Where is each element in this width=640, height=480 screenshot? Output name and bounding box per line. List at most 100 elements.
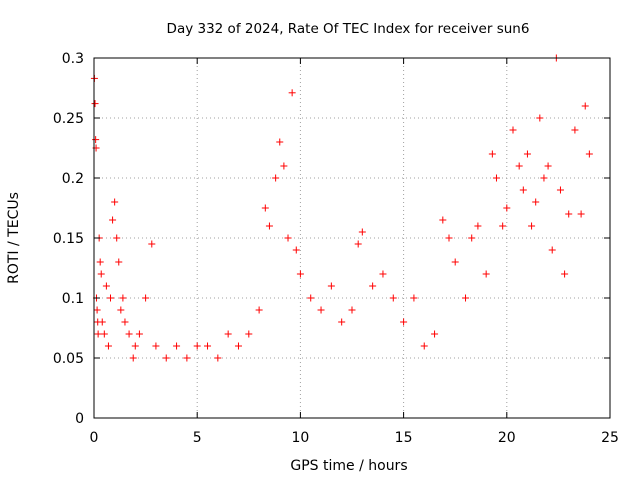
data-point bbox=[540, 174, 548, 182]
data-point bbox=[338, 318, 346, 326]
data-point bbox=[509, 126, 517, 134]
data-point bbox=[307, 294, 315, 302]
data-point bbox=[280, 162, 288, 170]
data-point bbox=[276, 138, 284, 146]
data-point bbox=[115, 258, 123, 266]
data-point bbox=[420, 342, 428, 350]
data-point bbox=[585, 150, 593, 158]
grid-lines bbox=[94, 58, 610, 418]
data-point bbox=[451, 258, 459, 266]
axes: 0 5 10 15 20 25 0 0.05 0.1 0.15 0.2 0.25 0.3 bbox=[53, 51, 619, 446]
data-point bbox=[577, 210, 585, 218]
data-point bbox=[97, 270, 105, 278]
data-point bbox=[379, 270, 387, 278]
data-point bbox=[104, 342, 112, 350]
y-tick-label: 0 bbox=[75, 411, 84, 427]
data-point bbox=[532, 198, 540, 206]
y-tick-label: 0.05 bbox=[53, 351, 84, 367]
data-point bbox=[204, 342, 212, 350]
data-point bbox=[571, 126, 579, 134]
data-point bbox=[348, 306, 356, 314]
data-point bbox=[224, 330, 232, 338]
x-tick-label: 5 bbox=[193, 430, 202, 446]
data-point bbox=[488, 150, 496, 158]
data-point bbox=[515, 162, 523, 170]
data-point bbox=[107, 294, 115, 302]
y-tick-label: 0.1 bbox=[62, 291, 84, 307]
y-tick-label: 0.2 bbox=[62, 171, 84, 187]
data-point bbox=[544, 162, 552, 170]
data-point bbox=[499, 222, 507, 230]
data-point bbox=[91, 100, 99, 108]
data-point bbox=[109, 216, 117, 224]
data-point bbox=[121, 318, 129, 326]
data-point bbox=[581, 102, 589, 110]
chart-title: Day 332 of 2024, Rate Of TEC Index for r… bbox=[167, 21, 530, 37]
data-point bbox=[113, 234, 121, 242]
data-point bbox=[148, 240, 156, 248]
data-point bbox=[561, 270, 569, 278]
data-point bbox=[111, 198, 119, 206]
data-point bbox=[358, 228, 366, 236]
data-point bbox=[474, 222, 482, 230]
data-point bbox=[548, 246, 556, 254]
x-tick-label: 0 bbox=[90, 430, 99, 446]
data-point bbox=[93, 306, 101, 314]
data-point bbox=[400, 318, 408, 326]
data-point bbox=[96, 258, 104, 266]
data-point bbox=[492, 174, 500, 182]
data-point bbox=[288, 89, 296, 97]
x-tick-label: 15 bbox=[395, 430, 413, 446]
data-point bbox=[354, 240, 362, 248]
data-point bbox=[183, 354, 191, 362]
data-point bbox=[462, 294, 470, 302]
data-point bbox=[102, 282, 110, 290]
data-point bbox=[503, 204, 511, 212]
data-point bbox=[234, 342, 242, 350]
data-point bbox=[431, 330, 439, 338]
data-point bbox=[131, 342, 139, 350]
data-point bbox=[528, 222, 536, 230]
x-tick-label: 25 bbox=[601, 430, 619, 446]
data-point bbox=[255, 306, 263, 314]
y-tick-label: 0.3 bbox=[62, 51, 84, 67]
data-point bbox=[523, 150, 531, 158]
y-axis-label: ROTI / TECUs bbox=[6, 192, 22, 284]
plot-frame bbox=[93, 57, 611, 419]
data-point bbox=[135, 330, 143, 338]
data-point bbox=[152, 342, 160, 350]
data-point bbox=[439, 216, 447, 224]
x-axis-label: GPS time / hours bbox=[290, 458, 407, 474]
data-point bbox=[482, 270, 490, 278]
data-point bbox=[92, 136, 100, 144]
x-tick-label: 20 bbox=[498, 430, 516, 446]
x-tick-label: 10 bbox=[291, 430, 309, 446]
data-point bbox=[100, 330, 108, 338]
data-point bbox=[265, 222, 273, 230]
data-point bbox=[556, 186, 564, 194]
data-point bbox=[245, 330, 253, 338]
data-point bbox=[214, 354, 222, 362]
data-point bbox=[129, 354, 137, 362]
data-point bbox=[317, 306, 325, 314]
data-point bbox=[94, 330, 102, 338]
data-point bbox=[445, 234, 453, 242]
data-point bbox=[536, 114, 544, 122]
data-point bbox=[142, 294, 150, 302]
data-point bbox=[173, 342, 181, 350]
data-point bbox=[519, 186, 527, 194]
data-point bbox=[292, 246, 300, 254]
data-point bbox=[327, 282, 335, 290]
data-point bbox=[389, 294, 397, 302]
y-tick-label: 0.25 bbox=[53, 111, 84, 127]
data-point bbox=[468, 234, 476, 242]
data-point bbox=[117, 306, 125, 314]
data-point bbox=[162, 354, 170, 362]
data-point bbox=[565, 210, 573, 218]
data-point bbox=[369, 282, 377, 290]
data-point bbox=[261, 204, 269, 212]
data-point bbox=[284, 234, 292, 242]
y-tick-label: 0.15 bbox=[53, 231, 84, 247]
